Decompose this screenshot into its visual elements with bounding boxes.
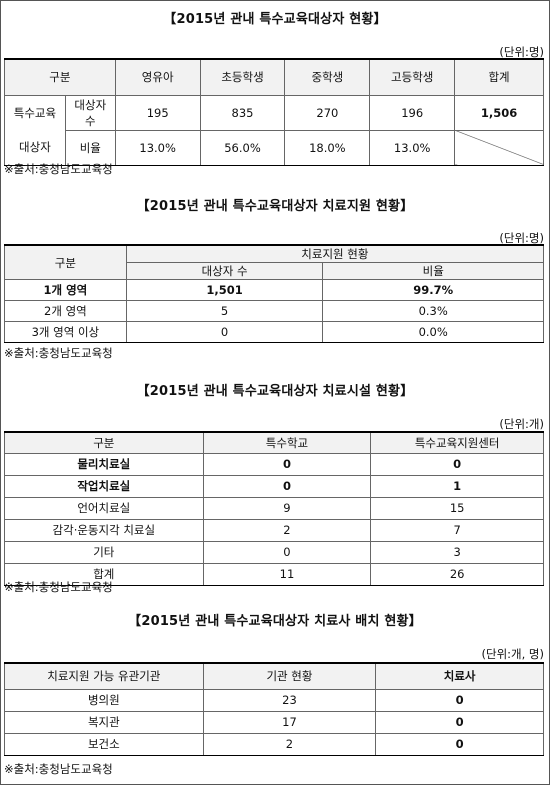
table3-header-support-center: 특수교육지원센터 xyxy=(370,431,544,454)
table4-cell: 0 xyxy=(375,688,544,712)
table4-source: ※출처:충청남도교육청 xyxy=(4,762,113,776)
table4-cell: 0 xyxy=(375,710,544,734)
table4-cell: 0 xyxy=(375,732,544,756)
table3-therapy-facilities: 구분 특수학교 특수교육지원센터 물리치료실 0 0 작업치료실 0 1 언어치… xyxy=(4,431,544,586)
table2-row-label: 3개 영역 이상 xyxy=(4,321,127,343)
table1-header-infant: 영유아 xyxy=(114,58,201,96)
table3-cell: 15 xyxy=(370,496,544,520)
table3-cell: 9 xyxy=(202,496,372,520)
table2-row-label: 1개 영역 xyxy=(4,279,127,301)
table3-cell: 0 xyxy=(370,452,544,476)
table3-cell: 2 xyxy=(202,518,372,542)
table1-source: ※출처:충청남도교육청 xyxy=(4,162,113,176)
table2-cell: 1,501 xyxy=(125,279,324,301)
table2-cell: 99.7% xyxy=(322,279,544,301)
table1-special-ed-students: 구분 영유아 초등학생 중학생 고등학생 합계 특수교육 대상자 수 195 8… xyxy=(4,58,544,166)
table1-header-middle: 중학생 xyxy=(284,58,371,96)
table2-cell: 0.0% xyxy=(322,321,544,343)
table2-source: ※출처:충청남도교육청 xyxy=(4,346,113,360)
table1-header-elementary: 초등학생 xyxy=(199,58,286,96)
table1-group-label-1: 특수교육 xyxy=(4,94,66,130)
table4-header-count: 기관 현황 xyxy=(202,662,377,690)
table3-cell: 7 xyxy=(370,518,544,542)
table3-total-cell: 26 xyxy=(370,562,544,586)
table1-total-cell: 1,506 xyxy=(454,94,544,131)
table3-header-special-school: 특수학교 xyxy=(202,431,372,454)
table3-row-label: 감각·운동지각 치료실 xyxy=(4,518,204,542)
table1-header-total: 합계 xyxy=(454,58,544,96)
table3-row-label: 작업치료실 xyxy=(4,474,204,498)
table2-cell: 0.3% xyxy=(322,300,544,322)
table3-unit: (단위:개) xyxy=(499,417,544,431)
table4-header-institution: 치료지원 가능 유관기관 xyxy=(4,662,204,690)
table3-title: 【2015년 관내 특수교육대상자 치료시설 현황】 xyxy=(136,384,414,399)
table1-cell: 18.0% xyxy=(284,129,371,166)
table3-cell: 0 xyxy=(202,540,372,564)
table2-header-therapy-status: 치료지원 현황 xyxy=(125,244,545,263)
table4-row-label: 복지관 xyxy=(4,710,204,734)
table3-cell: 0 xyxy=(202,474,372,498)
table4-title: 【2015년 관내 특수교육대상자 치료사 배치 현황】 xyxy=(128,614,422,629)
table1-cell: 13.0% xyxy=(369,129,456,166)
table3-cell: 0 xyxy=(202,452,372,476)
table3-header-category: 구분 xyxy=(4,431,204,454)
table1-row1-label: 대상자 수 xyxy=(64,94,116,131)
table2-header-category: 구분 xyxy=(4,244,127,280)
table1-cell: 835 xyxy=(199,94,286,131)
table4-therapist-placement: 치료지원 가능 유관기관 기관 현황 치료사 병의원 23 0 복지관 17 0… xyxy=(4,662,544,756)
table2-header-ratio: 비율 xyxy=(322,262,544,280)
table4-unit: (단위:개, 명) xyxy=(481,647,544,661)
table4-row-label: 병의원 xyxy=(4,688,204,712)
table4-cell: 17 xyxy=(202,710,377,734)
table4-header-therapist: 치료사 xyxy=(375,662,544,690)
table4-cell: 23 xyxy=(202,688,377,712)
table1-title: 【2015년 관내 특수교육대상자 현황】 xyxy=(163,12,387,27)
table1-empty-diagonal-cell xyxy=(454,129,544,166)
table3-row-label: 기타 xyxy=(4,540,204,564)
table2-row-label: 2개 영역 xyxy=(4,300,127,322)
table3-row-label: 물리치료실 xyxy=(4,452,204,476)
table1-group-label-2: 대상자 xyxy=(4,130,66,166)
table1-cell: 270 xyxy=(284,94,371,131)
table1-header-category: 구분 xyxy=(4,58,116,96)
table1-row2-label: 비율 xyxy=(64,129,116,166)
table4-cell: 2 xyxy=(202,732,377,756)
table3-row-label: 언어치료실 xyxy=(4,496,204,520)
table2-unit: (단위:명) xyxy=(499,231,544,245)
table1-header-high: 고등학생 xyxy=(369,58,456,96)
table1-cell: 56.0% xyxy=(199,129,286,166)
table2-title: 【2015년 관내 특수교육대상자 치료지원 현황】 xyxy=(136,199,414,214)
table2-cell: 0 xyxy=(125,321,324,343)
table1-unit: (단위:명) xyxy=(499,45,544,59)
table2-cell: 5 xyxy=(125,300,324,322)
table3-total-cell: 11 xyxy=(202,562,372,586)
table3-cell: 1 xyxy=(370,474,544,498)
table3-cell: 3 xyxy=(370,540,544,564)
table1-cell: 195 xyxy=(114,94,201,131)
table1-cell: 196 xyxy=(369,94,456,131)
table2-therapy-support: 구분 치료지원 현황 대상자 수 비율 1개 영역 1,501 99.7% 2개… xyxy=(4,244,545,343)
table4-row-label: 보건소 xyxy=(4,732,204,756)
table3-source: ※출처:충청남도교육청 xyxy=(4,580,113,594)
table2-header-count: 대상자 수 xyxy=(125,262,324,280)
table1-cell: 13.0% xyxy=(114,129,201,166)
